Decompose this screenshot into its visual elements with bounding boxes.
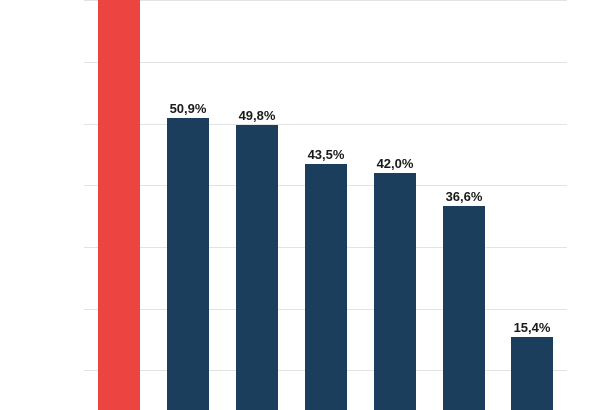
- bar: [236, 125, 278, 410]
- gridline: [84, 0, 567, 1]
- bar-value-label: 36,6%: [445, 189, 483, 204]
- bar-chart: 50,9% 49,8% 43,5% 42,0% 36,6% 15,4%: [84, 0, 567, 410]
- bar-value-label: 43,5%: [307, 147, 345, 162]
- gridline: [84, 62, 567, 63]
- gridline: [84, 124, 567, 125]
- bar-value-label: 49,8%: [238, 108, 276, 123]
- bar-value-label: 42,0%: [376, 156, 414, 171]
- bar: [443, 206, 485, 410]
- bar-value-label: 50,9%: [169, 101, 207, 116]
- bar-value-label: 15,4%: [513, 320, 551, 335]
- bar: [374, 173, 416, 410]
- bar: [511, 337, 553, 410]
- bar: [305, 164, 347, 410]
- bar: [167, 118, 209, 410]
- bar-highlight: [98, 0, 140, 410]
